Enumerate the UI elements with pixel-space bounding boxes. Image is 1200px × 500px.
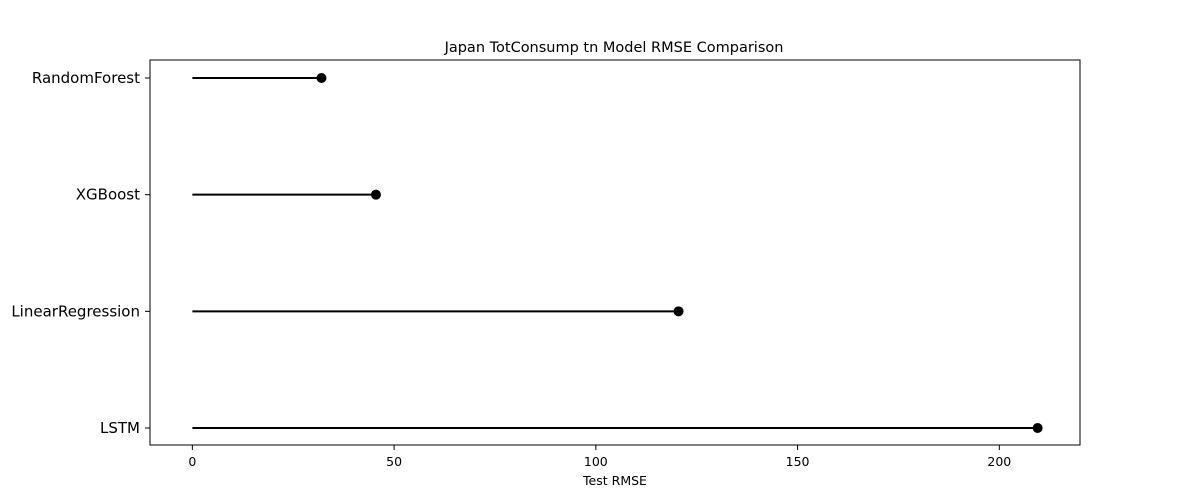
lollipop-marker-linearregression — [673, 306, 684, 317]
x-tick-label: 200 — [987, 454, 1011, 469]
y-tick-label: RandomForest — [32, 69, 140, 87]
x-tick-label: 150 — [786, 454, 810, 469]
y-tick-label: LinearRegression — [11, 302, 140, 320]
x-axis-label: Test RMSE — [582, 473, 647, 488]
chart-marks — [192, 73, 1043, 433]
plot-area-frame — [149, 59, 1081, 446]
x-tick-label: 50 — [386, 454, 402, 469]
y-axis-ticks: RandomForest XGBoost LinearRegression LSTM — [11, 69, 150, 437]
lollipop-marker-randomforest — [316, 73, 327, 83]
lollipop-marker-lstm — [1032, 423, 1043, 433]
x-axis-ticks: 0 50 100 150 200 — [188, 445, 1011, 469]
x-tick-label: 100 — [584, 454, 608, 469]
y-tick-label: XGBoost — [76, 186, 140, 204]
y-tick-label: LSTM — [100, 419, 140, 437]
lollipop-marker-xgboost — [370, 189, 381, 200]
x-tick-label: 0 — [188, 454, 196, 469]
chart-title: Japan TotConsump tn Model RMSE Compariso… — [444, 40, 784, 56]
